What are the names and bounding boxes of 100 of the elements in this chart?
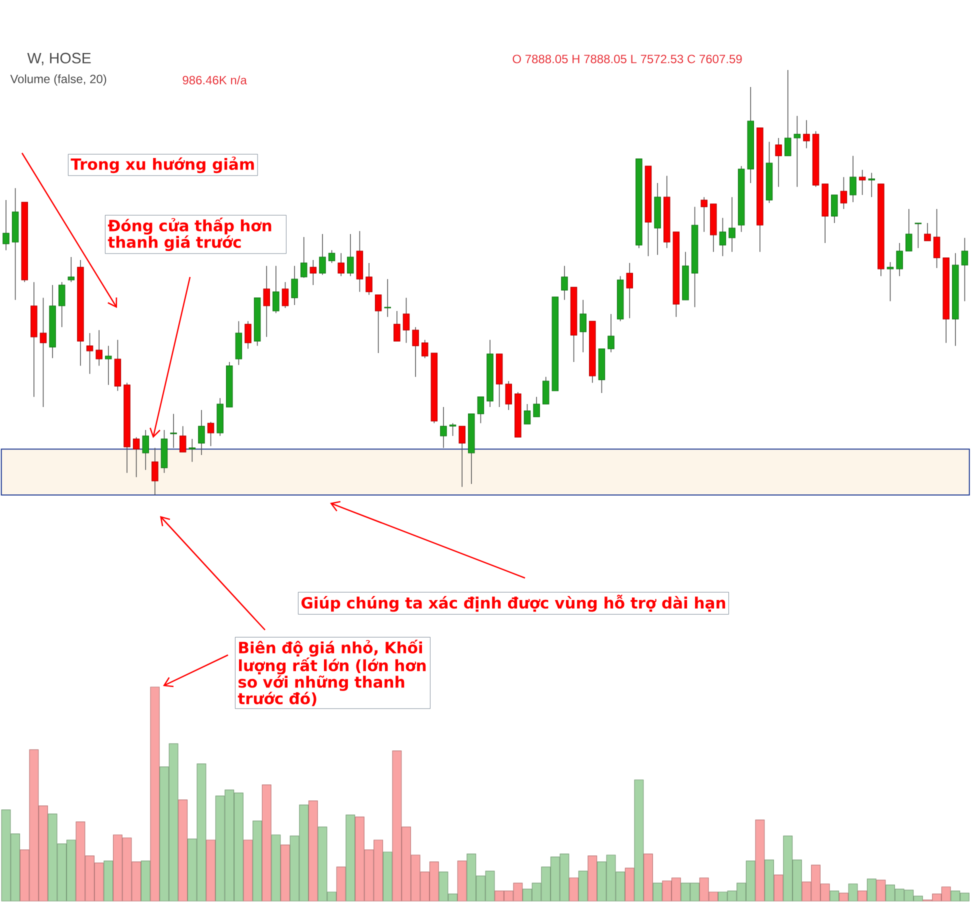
candlestick bbox=[914, 222, 922, 248]
candlestick bbox=[282, 282, 289, 308]
bar bbox=[280, 844, 290, 902]
text: O 7888.05 H 7888.05 L 7572.53 C 7607.59 bbox=[512, 54, 742, 64]
bar bbox=[644, 854, 653, 902]
candlestick bbox=[384, 278, 391, 318]
candlestick bbox=[412, 326, 419, 378]
candlestick bbox=[961, 237, 968, 302]
bar bbox=[774, 874, 784, 902]
candlestick bbox=[784, 70, 792, 156]
candlestick bbox=[542, 376, 550, 404]
bar bbox=[624, 868, 634, 902]
candlestick bbox=[402, 297, 410, 344]
bar bbox=[764, 860, 774, 902]
candlestick bbox=[394, 310, 400, 342]
chart-title: W, HOSE bbox=[27, 52, 91, 66]
candlestick bbox=[2, 200, 10, 251]
candlestick bbox=[152, 447, 158, 496]
candlestick bbox=[338, 252, 344, 277]
candlestick bbox=[905, 208, 912, 252]
bar bbox=[206, 840, 216, 902]
bar bbox=[830, 890, 840, 902]
candlestick bbox=[850, 155, 856, 203]
candlestick bbox=[580, 300, 586, 353]
bar bbox=[252, 820, 262, 902]
candlestick bbox=[505, 380, 512, 410]
candlestick bbox=[440, 406, 447, 448]
bar bbox=[271, 834, 281, 902]
annotation: Đóng cửa thấp hơn thanh giá trước bbox=[108, 218, 272, 252]
candlestick bbox=[263, 266, 270, 338]
annotation: Biên độ giá nhỏ, Khối lượng rất lớn (lớn hơn so với những thanh trước đó) bbox=[238, 640, 426, 706]
candlestick bbox=[933, 208, 940, 268]
bar bbox=[346, 814, 356, 902]
candlestick bbox=[291, 266, 298, 306]
candlestick bbox=[347, 234, 354, 277]
candlestick bbox=[458, 426, 466, 488]
bar bbox=[588, 856, 598, 902]
candlestick bbox=[524, 404, 531, 424]
bar bbox=[262, 784, 272, 902]
candlestick bbox=[179, 426, 186, 452]
candlestick bbox=[68, 256, 75, 282]
candlestick bbox=[533, 396, 540, 418]
candlestick bbox=[868, 172, 876, 198]
candlestick bbox=[831, 194, 838, 224]
candlestick bbox=[561, 266, 568, 300]
candlestick bbox=[142, 430, 149, 470]
bar bbox=[104, 860, 114, 902]
bar bbox=[178, 799, 188, 902]
bar bbox=[382, 852, 392, 902]
candlestick bbox=[924, 222, 931, 242]
candlestick bbox=[449, 422, 456, 436]
chart-title: Volume (false, 20) bbox=[10, 74, 106, 86]
candlestick bbox=[608, 314, 614, 353]
candlestick bbox=[896, 242, 903, 277]
candlestick bbox=[374, 294, 382, 354]
annotation: Trong xu hướng giảm bbox=[70, 156, 254, 174]
bar bbox=[848, 884, 858, 902]
candlestick bbox=[170, 413, 177, 448]
candlestick bbox=[840, 176, 848, 210]
candlestick bbox=[328, 250, 336, 264]
candlestick bbox=[794, 115, 801, 188]
bar bbox=[457, 860, 467, 902]
bar bbox=[634, 780, 644, 902]
candlestick bbox=[188, 438, 196, 462]
candlestick bbox=[272, 266, 280, 314]
candlestick bbox=[626, 262, 633, 319]
bar bbox=[150, 686, 160, 902]
candlestick bbox=[58, 282, 66, 328]
bar bbox=[140, 860, 150, 902]
candlestick bbox=[105, 345, 112, 386]
bar bbox=[578, 870, 588, 902]
bar bbox=[308, 800, 318, 902]
bar bbox=[652, 882, 662, 902]
candlestick bbox=[366, 262, 372, 296]
candlestick bbox=[319, 234, 326, 276]
candlestick bbox=[207, 421, 214, 447]
bar bbox=[838, 892, 848, 902]
candlestick bbox=[198, 410, 205, 456]
annotation: 986.46K n/a bbox=[182, 76, 247, 84]
candlestick bbox=[132, 436, 140, 478]
candlestick bbox=[728, 196, 736, 252]
candlestick bbox=[775, 138, 782, 188]
text: Giúp chúng ta xác định được vùng hỗ trợ dài hạn bbox=[301, 594, 726, 612]
bar bbox=[336, 866, 346, 902]
bar bbox=[243, 840, 253, 902]
bar bbox=[858, 890, 868, 902]
candlestick bbox=[96, 330, 102, 366]
candlestick bbox=[244, 320, 252, 350]
bar bbox=[866, 878, 876, 902]
candlestick bbox=[86, 332, 94, 374]
candlestick bbox=[40, 297, 47, 408]
candlestick bbox=[477, 396, 484, 424]
bar bbox=[876, 880, 886, 902]
candlestick bbox=[310, 260, 317, 286]
candlestick bbox=[858, 169, 866, 196]
candlestick bbox=[719, 217, 726, 257]
bar bbox=[569, 878, 579, 902]
candlestick bbox=[421, 339, 428, 359]
candlestick bbox=[700, 196, 708, 232]
bar bbox=[755, 820, 765, 902]
